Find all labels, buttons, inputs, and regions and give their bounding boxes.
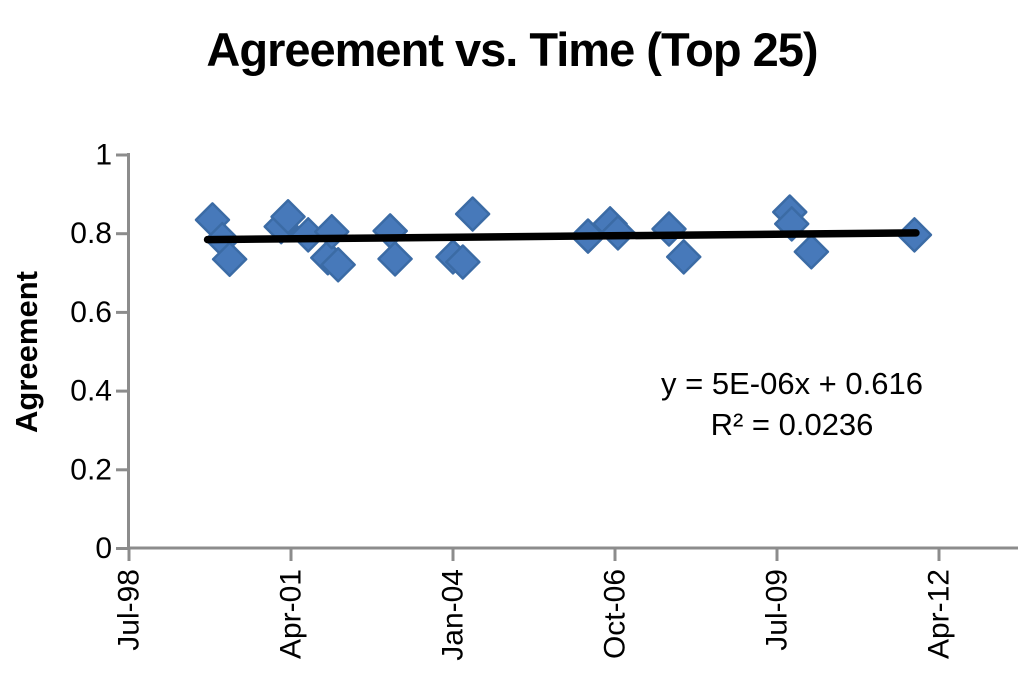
data-point-diamond (793, 234, 830, 270)
y-tick-label: 0 (95, 532, 112, 565)
data-point-diamond (211, 241, 248, 278)
x-tick-label: Jul-98 (113, 569, 146, 651)
y-tick-label: 0.8 (70, 217, 112, 250)
x-tick-label: Apr-01 (275, 569, 308, 659)
data-point-diamond (454, 196, 491, 232)
data-point-diamond (445, 244, 481, 280)
trendline-annotation: y = 5E-06x + 0.616 R² = 0.0236 (661, 363, 923, 445)
x-tick-label: Apr-12 (923, 569, 956, 659)
y-tick-label: 0.4 (70, 375, 112, 408)
data-point-diamond (377, 241, 413, 277)
data-point-diamond (651, 211, 687, 247)
y-tick-label: 1 (95, 139, 112, 172)
r-squared-label: R² = 0.0236 (710, 407, 874, 442)
data-point-diamond (665, 239, 702, 275)
x-tick-label: Jul-09 (761, 569, 794, 651)
trendline-equation: y = 5E-06x + 0.616 (661, 366, 923, 401)
x-tick-label: Oct-06 (599, 569, 632, 659)
data-point-diamond (372, 213, 408, 249)
data-point-diamond (320, 247, 356, 283)
chart-title: Agreement vs. Time (Top 25) (206, 23, 818, 76)
data-point-diamond (773, 206, 810, 242)
data-point-diamond (270, 199, 306, 235)
data-point-diamond (313, 213, 350, 250)
x-tick-label: Jan-04 (437, 569, 470, 661)
trendline (203, 229, 920, 244)
y-tick-label: 0.6 (70, 296, 112, 329)
y-tick-label: 0.2 (70, 453, 112, 486)
